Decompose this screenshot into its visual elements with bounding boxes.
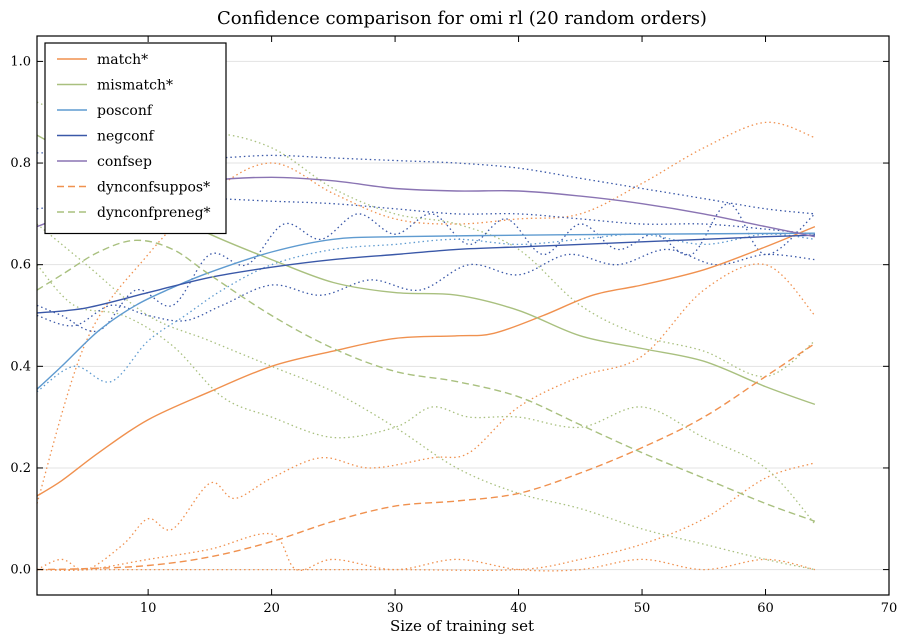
series-line-5	[36, 342, 816, 571]
legend-label: negconf	[97, 129, 156, 145]
series-line-3	[36, 234, 815, 314]
y-tick-label: 0.0	[10, 563, 31, 578]
series-line-0	[36, 225, 816, 497]
chart-title: Confidence comparison for omi rl (20 ran…	[217, 8, 707, 29]
plot-frame	[36, 35, 890, 596]
series-line-12	[36, 264, 816, 525]
x-tick-label: 50	[634, 601, 651, 616]
series-line-13	[36, 223, 816, 571]
y-tick-label: 0.2	[10, 461, 31, 476]
y-tick-label: 0.6	[10, 258, 31, 273]
legend-label: match*	[97, 52, 148, 68]
legend-label: confsep	[97, 154, 152, 170]
legend-label: dynconfsuppos*	[97, 180, 210, 196]
series-line-17	[36, 248, 815, 327]
y-tick-label: 0.8	[10, 156, 31, 171]
x-tick-label: 20	[263, 601, 280, 616]
legend-box	[44, 42, 227, 235]
y-tick-label: 1.0	[10, 54, 31, 69]
series-line-2	[36, 232, 815, 390]
legend-label: dynconfpreneg*	[97, 205, 211, 221]
x-tick-label: 70	[881, 601, 898, 616]
series-line-8	[36, 263, 816, 571]
series-line-18	[36, 233, 815, 393]
legend-label: mismatch*	[97, 78, 173, 94]
legend: match* mismatch* posconf negconf confsep dync…	[44, 42, 227, 235]
legend-label: posconf	[97, 103, 154, 119]
y-tick-label: 0.4	[10, 359, 31, 374]
series-line-6	[36, 239, 816, 522]
x-tick-label: 30	[387, 601, 404, 616]
series-line-9	[36, 462, 816, 572]
x-tick-label: 40	[510, 601, 527, 616]
series-line-16	[36, 203, 816, 333]
x-axis-label: Size of training set	[390, 617, 534, 635]
ticks: 0.0 0.2 0.4 0.6 0.8 1.0 10 20 30 40 50 60 70	[10, 36, 897, 616]
x-tick-label: 10	[140, 601, 157, 616]
x-tick-label: 60	[757, 601, 774, 616]
